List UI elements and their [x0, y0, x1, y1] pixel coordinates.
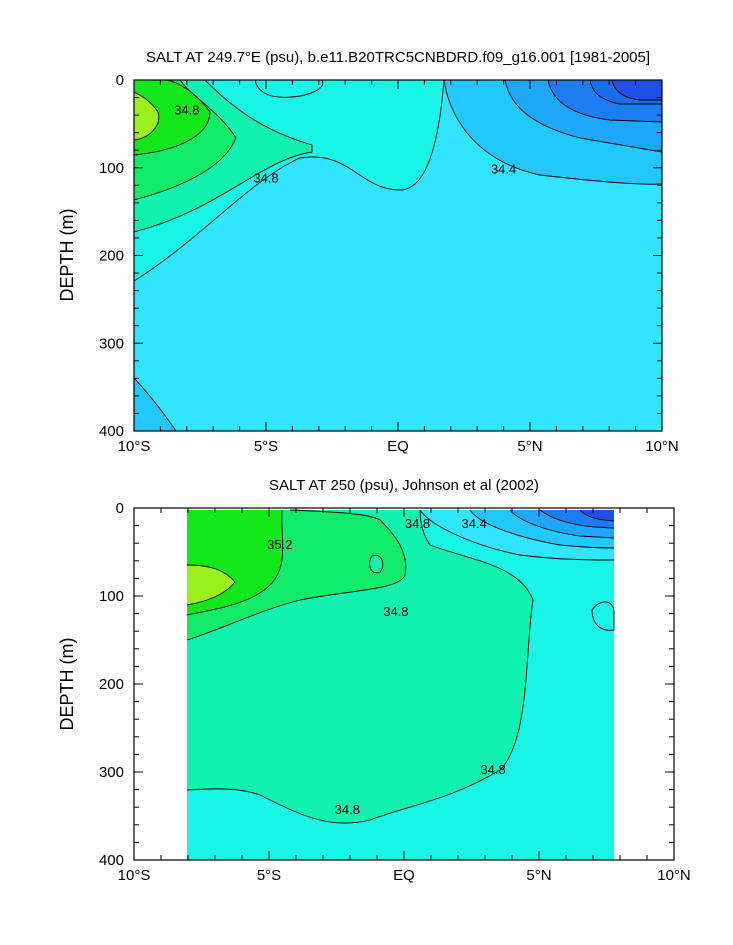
panel-1: SALT AT 249.7°E (psu), b.e11.B20TRC5CNBD…	[57, 49, 679, 455]
y-tick-label: 300	[99, 764, 124, 781]
y-tick-label: 0	[116, 500, 124, 517]
x-tick-label: 5°S	[257, 867, 281, 884]
contour-fill	[134, 80, 662, 431]
contour-label: 34.8	[405, 516, 430, 531]
y-tick-label: 400	[99, 852, 124, 869]
salinity-band-35.2	[134, 80, 210, 155]
chart-title: SALT AT 250 (psu), Johnson et al (2002)	[269, 477, 539, 494]
y-axis-label: DEPTH (m)	[57, 638, 77, 731]
y-tick-label: 400	[99, 423, 124, 440]
salinity-cell	[369, 555, 383, 573]
contour-label: 34.8	[335, 802, 360, 817]
contour-label: 34.4	[491, 162, 516, 177]
x-tick-label: 5°S	[254, 438, 278, 455]
y-tick-label: 100	[99, 588, 124, 605]
y-tick-label: 300	[99, 335, 124, 352]
contour-label: 34.8	[383, 604, 408, 619]
x-axis: 10°S 5°S EQ 5°N 10°N	[118, 80, 679, 455]
salinity-band-33.6	[580, 510, 614, 521]
x-tick-label: EQ	[393, 867, 415, 884]
salinity-band-33.6	[612, 80, 662, 100]
contour-labels: 35.2 34.8 34.4 34.8 34.8 34.8	[267, 516, 506, 817]
x-tick-label: 5°N	[517, 438, 542, 455]
salinity-band-35.4	[187, 565, 235, 605]
contour-label: 34.4	[462, 516, 487, 531]
salinity-band-deep	[134, 378, 176, 431]
y-tick-label: 200	[99, 248, 124, 265]
y-tick-label: 0	[116, 72, 124, 89]
x-tick-label: 10°N	[645, 438, 679, 455]
salinity-cell	[592, 601, 614, 631]
x-tick-label: 10°S	[118, 438, 151, 455]
x-tick-label: EQ	[387, 438, 409, 455]
contour-fill	[186, 509, 615, 860]
y-tick-label: 200	[99, 676, 124, 693]
salinity-band-35.4	[134, 92, 159, 140]
y-tick-label: 100	[99, 160, 124, 177]
contour-label: 35.2	[267, 537, 292, 552]
y-axis: 0 100 200 300 400	[99, 500, 674, 869]
contour-lines	[134, 80, 662, 431]
contour-label: 34.8	[174, 103, 199, 118]
contour-labels: 34.8 34.8 34.4	[174, 103, 516, 186]
x-axis: 10°S 5°S EQ 5°N 10°N	[118, 508, 691, 884]
x-tick-label: 5°N	[526, 867, 551, 884]
panel-2: SALT AT 250 (psu), Johnson et al (2002)	[57, 477, 691, 884]
contour-label: 34.8	[480, 762, 505, 777]
contour-label: 34.8	[253, 170, 278, 185]
y-axis: 0 100 200 300 400	[99, 72, 662, 440]
chart-title: SALT AT 249.7°E (psu), b.e11.B20TRC5CNBD…	[146, 49, 650, 66]
x-tick-label: 10°S	[118, 867, 151, 884]
y-axis-label: DEPTH (m)	[57, 209, 77, 302]
contour-lines	[186, 509, 615, 824]
x-tick-label: 10°N	[657, 867, 691, 884]
